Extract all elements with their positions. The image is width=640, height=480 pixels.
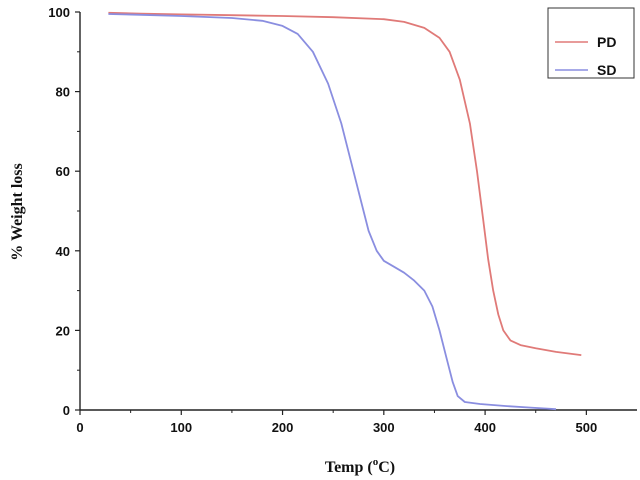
- legend-label-pd: PD: [597, 34, 616, 50]
- legend: PD SD: [547, 7, 635, 79]
- legend-label-sd: SD: [597, 62, 616, 78]
- y-axis-title: % Weight loss: [9, 163, 26, 261]
- y-tick-label: 40: [56, 244, 70, 259]
- x-tick-label: 0: [76, 420, 83, 435]
- series-line-pd: [108, 11, 582, 356]
- y-tick-label: 20: [56, 323, 70, 338]
- legend-box: [547, 7, 635, 79]
- y-tick-label: 80: [56, 85, 70, 100]
- y-tick-label: 60: [56, 164, 70, 179]
- series-line-sd: [108, 13, 557, 411]
- x-tick-label: 500: [576, 420, 598, 435]
- x-tick-label: 300: [373, 420, 395, 435]
- y-tick-label: 0: [63, 403, 70, 418]
- x-tick-label: 100: [170, 420, 192, 435]
- x-tick-label: 200: [272, 420, 294, 435]
- y-tick-label: 100: [48, 5, 70, 20]
- x-axis-title: Temp (oC): [325, 456, 395, 476]
- x-tick-label: 400: [474, 420, 496, 435]
